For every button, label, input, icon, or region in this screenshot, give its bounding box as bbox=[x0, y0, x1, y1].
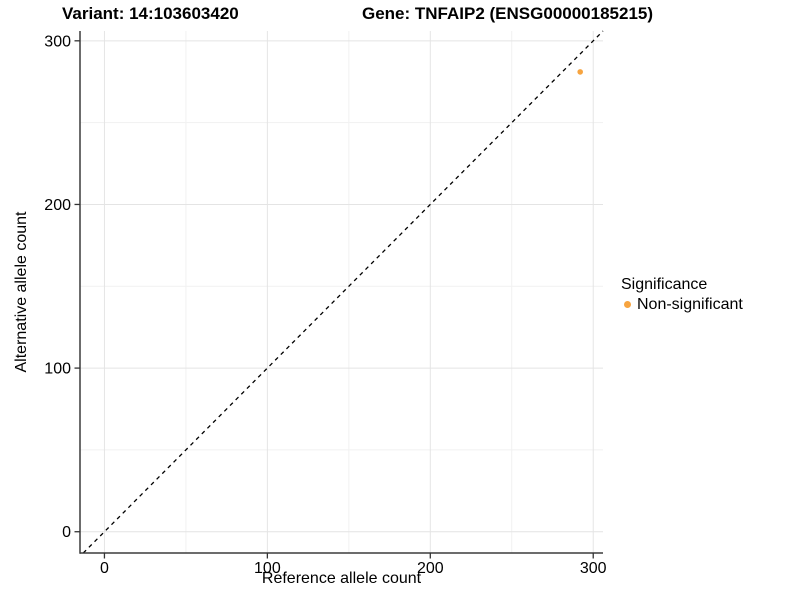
legend-point-icon bbox=[624, 301, 631, 308]
legend-item-label: Non-significant bbox=[637, 295, 743, 313]
y-tick-label: 200 bbox=[44, 197, 71, 214]
x-tick-label: 100 bbox=[254, 560, 281, 577]
y-tick-label: 100 bbox=[44, 361, 71, 378]
legend-item: Non-significant bbox=[621, 296, 743, 313]
data-point bbox=[577, 69, 583, 75]
legend-items: Non-significant bbox=[621, 296, 743, 313]
y-axis-title: Alternative allele count bbox=[13, 211, 30, 373]
x-tick-label: 300 bbox=[580, 560, 607, 577]
legend-title: Significance bbox=[621, 276, 708, 293]
y-tick-label: 300 bbox=[44, 33, 71, 50]
y-tick-label: 0 bbox=[62, 524, 71, 541]
legend: Significance Non-significant bbox=[621, 276, 743, 313]
x-tick-label: 0 bbox=[100, 560, 109, 577]
identity-reference-line bbox=[82, 30, 604, 554]
x-axis-title: Reference allele count bbox=[261, 570, 422, 587]
x-tick-label: 200 bbox=[417, 560, 444, 577]
variant-title: Variant: 14:103603420 bbox=[62, 4, 239, 23]
gene-title: Gene: TNFAIP2 (ENSG00000185215) bbox=[362, 4, 654, 23]
